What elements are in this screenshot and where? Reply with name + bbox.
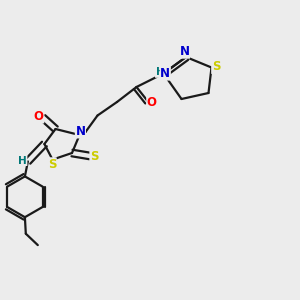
- Text: N: N: [179, 45, 190, 58]
- Text: S: S: [212, 60, 220, 74]
- Text: O: O: [147, 96, 157, 109]
- Text: N: N: [75, 125, 85, 138]
- Text: N: N: [160, 67, 170, 80]
- Text: S: S: [90, 149, 98, 163]
- Text: S: S: [48, 158, 56, 171]
- Text: H: H: [18, 155, 27, 166]
- Text: O: O: [34, 110, 44, 123]
- Text: H: H: [155, 67, 164, 77]
